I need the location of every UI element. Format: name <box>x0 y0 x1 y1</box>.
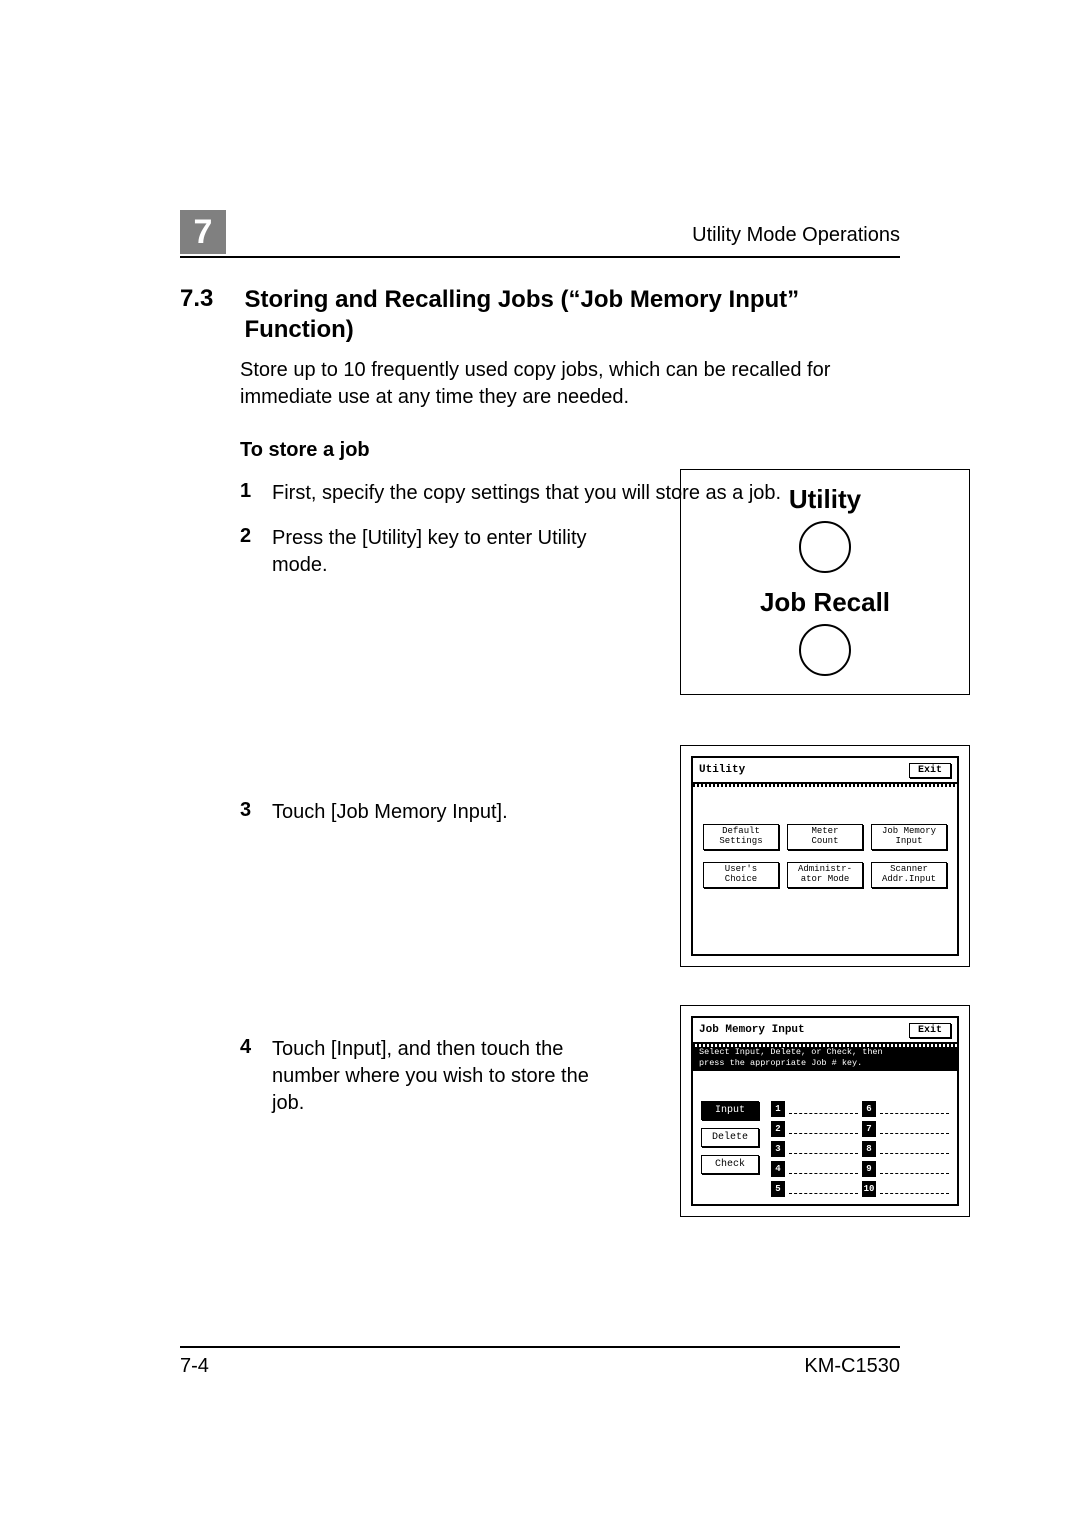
administrator-mode-button[interactable]: Administr-ator Mode <box>787 862 863 888</box>
job-recall-key-label: Job Recall <box>701 587 949 618</box>
footer-rule <box>180 1346 900 1348</box>
msg-line2: press the appropriate Job # key. <box>699 1058 862 1068</box>
lcd-title-row: Utility Exit <box>693 758 957 784</box>
lcd-job-memory: Job Memory Input Exit Select Input, Dele… <box>691 1016 959 1206</box>
slot-6-button[interactable]: 6 <box>862 1101 876 1117</box>
slot-5-button[interactable]: 5 <box>771 1181 785 1197</box>
input-button[interactable]: Input <box>701 1101 759 1120</box>
lcd-instruction-message: Select Input, Delete, or Check, then pre… <box>693 1044 957 1071</box>
lcd-title-utility: Utility <box>699 764 745 776</box>
step-text: Touch [Job Memory Input]. <box>272 799 508 826</box>
slot-line <box>880 1141 949 1154</box>
utility-key-label: Utility <box>701 484 949 515</box>
subhead-to-store: To store a job <box>240 439 900 462</box>
slot-8-button[interactable]: 8 <box>862 1141 876 1157</box>
job-recall-key-button[interactable] <box>799 624 851 676</box>
users-choice-button[interactable]: User'sChoice <box>703 862 779 888</box>
intro-text: Store up to 10 frequently used copy jobs… <box>240 357 880 411</box>
slot-9-button[interactable]: 9 <box>862 1161 876 1177</box>
utility-key-button[interactable] <box>799 521 851 573</box>
slot-line <box>789 1141 858 1154</box>
exit-button[interactable]: Exit <box>909 763 951 778</box>
section-heading: 7.3 Storing and Recalling Jobs (“Job Mem… <box>180 285 900 345</box>
slot-7-button[interactable]: 7 <box>862 1121 876 1137</box>
slot-line <box>880 1101 949 1114</box>
slot-3-button[interactable]: 3 <box>771 1141 785 1157</box>
slot-line <box>880 1181 949 1194</box>
default-settings-button[interactable]: DefaultSettings <box>703 824 779 850</box>
step-text: Touch [Input], and then touch the number… <box>272 1036 602 1117</box>
slot-line <box>880 1161 949 1174</box>
chapter-badge: 7 <box>180 210 226 254</box>
job-action-buttons: Input Delete Check <box>701 1101 759 1197</box>
slot-2-button[interactable]: 2 <box>771 1121 785 1137</box>
step-number: 2 <box>240 525 258 548</box>
slot-1-button[interactable]: 1 <box>771 1101 785 1117</box>
content-area: 7.3 Storing and Recalling Jobs (“Job Mem… <box>180 285 900 1117</box>
top-rule <box>180 256 900 258</box>
meter-count-button[interactable]: MeterCount <box>787 824 863 850</box>
utility-touchscreen: Utility Exit DefaultSettings MeterCount … <box>680 745 970 967</box>
lcd-title-job-memory: Job Memory Input <box>699 1024 805 1036</box>
job-slot-grid: 1 6 2 7 3 8 4 9 5 10 <box>771 1101 949 1197</box>
slot-line <box>880 1121 949 1134</box>
slot-line <box>789 1181 858 1194</box>
exit-button[interactable]: Exit <box>909 1023 951 1038</box>
slot-line <box>789 1121 858 1134</box>
msg-line1: Select Input, Delete, or Check, then <box>699 1047 883 1057</box>
step-text: Press the [Utility] key to enter Utility… <box>272 525 602 579</box>
footer-page-number: 7-4 <box>180 1355 209 1378</box>
check-button[interactable]: Check <box>701 1155 759 1174</box>
step-number: 1 <box>240 480 258 503</box>
step-number: 3 <box>240 799 258 822</box>
scanner-addr-input-button[interactable]: ScannerAddr.Input <box>871 862 947 888</box>
job-area: Input Delete Check 1 6 2 7 3 8 4 9 5 <box>693 1071 957 1205</box>
page: 7 Utility Mode Operations 7.3 Storing an… <box>0 0 1080 1528</box>
slot-10-button[interactable]: 10 <box>862 1181 876 1197</box>
section-title: Storing and Recalling Jobs (“Job Memory … <box>244 285 884 345</box>
job-memory-input-button[interactable]: Job MemoryInput <box>871 824 947 850</box>
footer-model: KM-C1530 <box>804 1355 900 1378</box>
delete-button[interactable]: Delete <box>701 1128 759 1147</box>
lcd-title-row: Job Memory Input Exit <box>693 1018 957 1044</box>
utility-button-grid: DefaultSettings MeterCount Job MemoryInp… <box>693 784 957 898</box>
section-number: 7.3 <box>180 285 240 313</box>
slot-line <box>789 1101 858 1114</box>
running-head: Utility Mode Operations <box>692 224 900 247</box>
step-number: 4 <box>240 1036 258 1059</box>
lcd-utility: Utility Exit DefaultSettings MeterCount … <box>691 756 959 956</box>
slot-line <box>789 1161 858 1174</box>
job-memory-touchscreen: Job Memory Input Exit Select Input, Dele… <box>680 1005 970 1217</box>
slot-4-button[interactable]: 4 <box>771 1161 785 1177</box>
hardware-keys-panel: Utility Job Recall <box>680 469 970 695</box>
